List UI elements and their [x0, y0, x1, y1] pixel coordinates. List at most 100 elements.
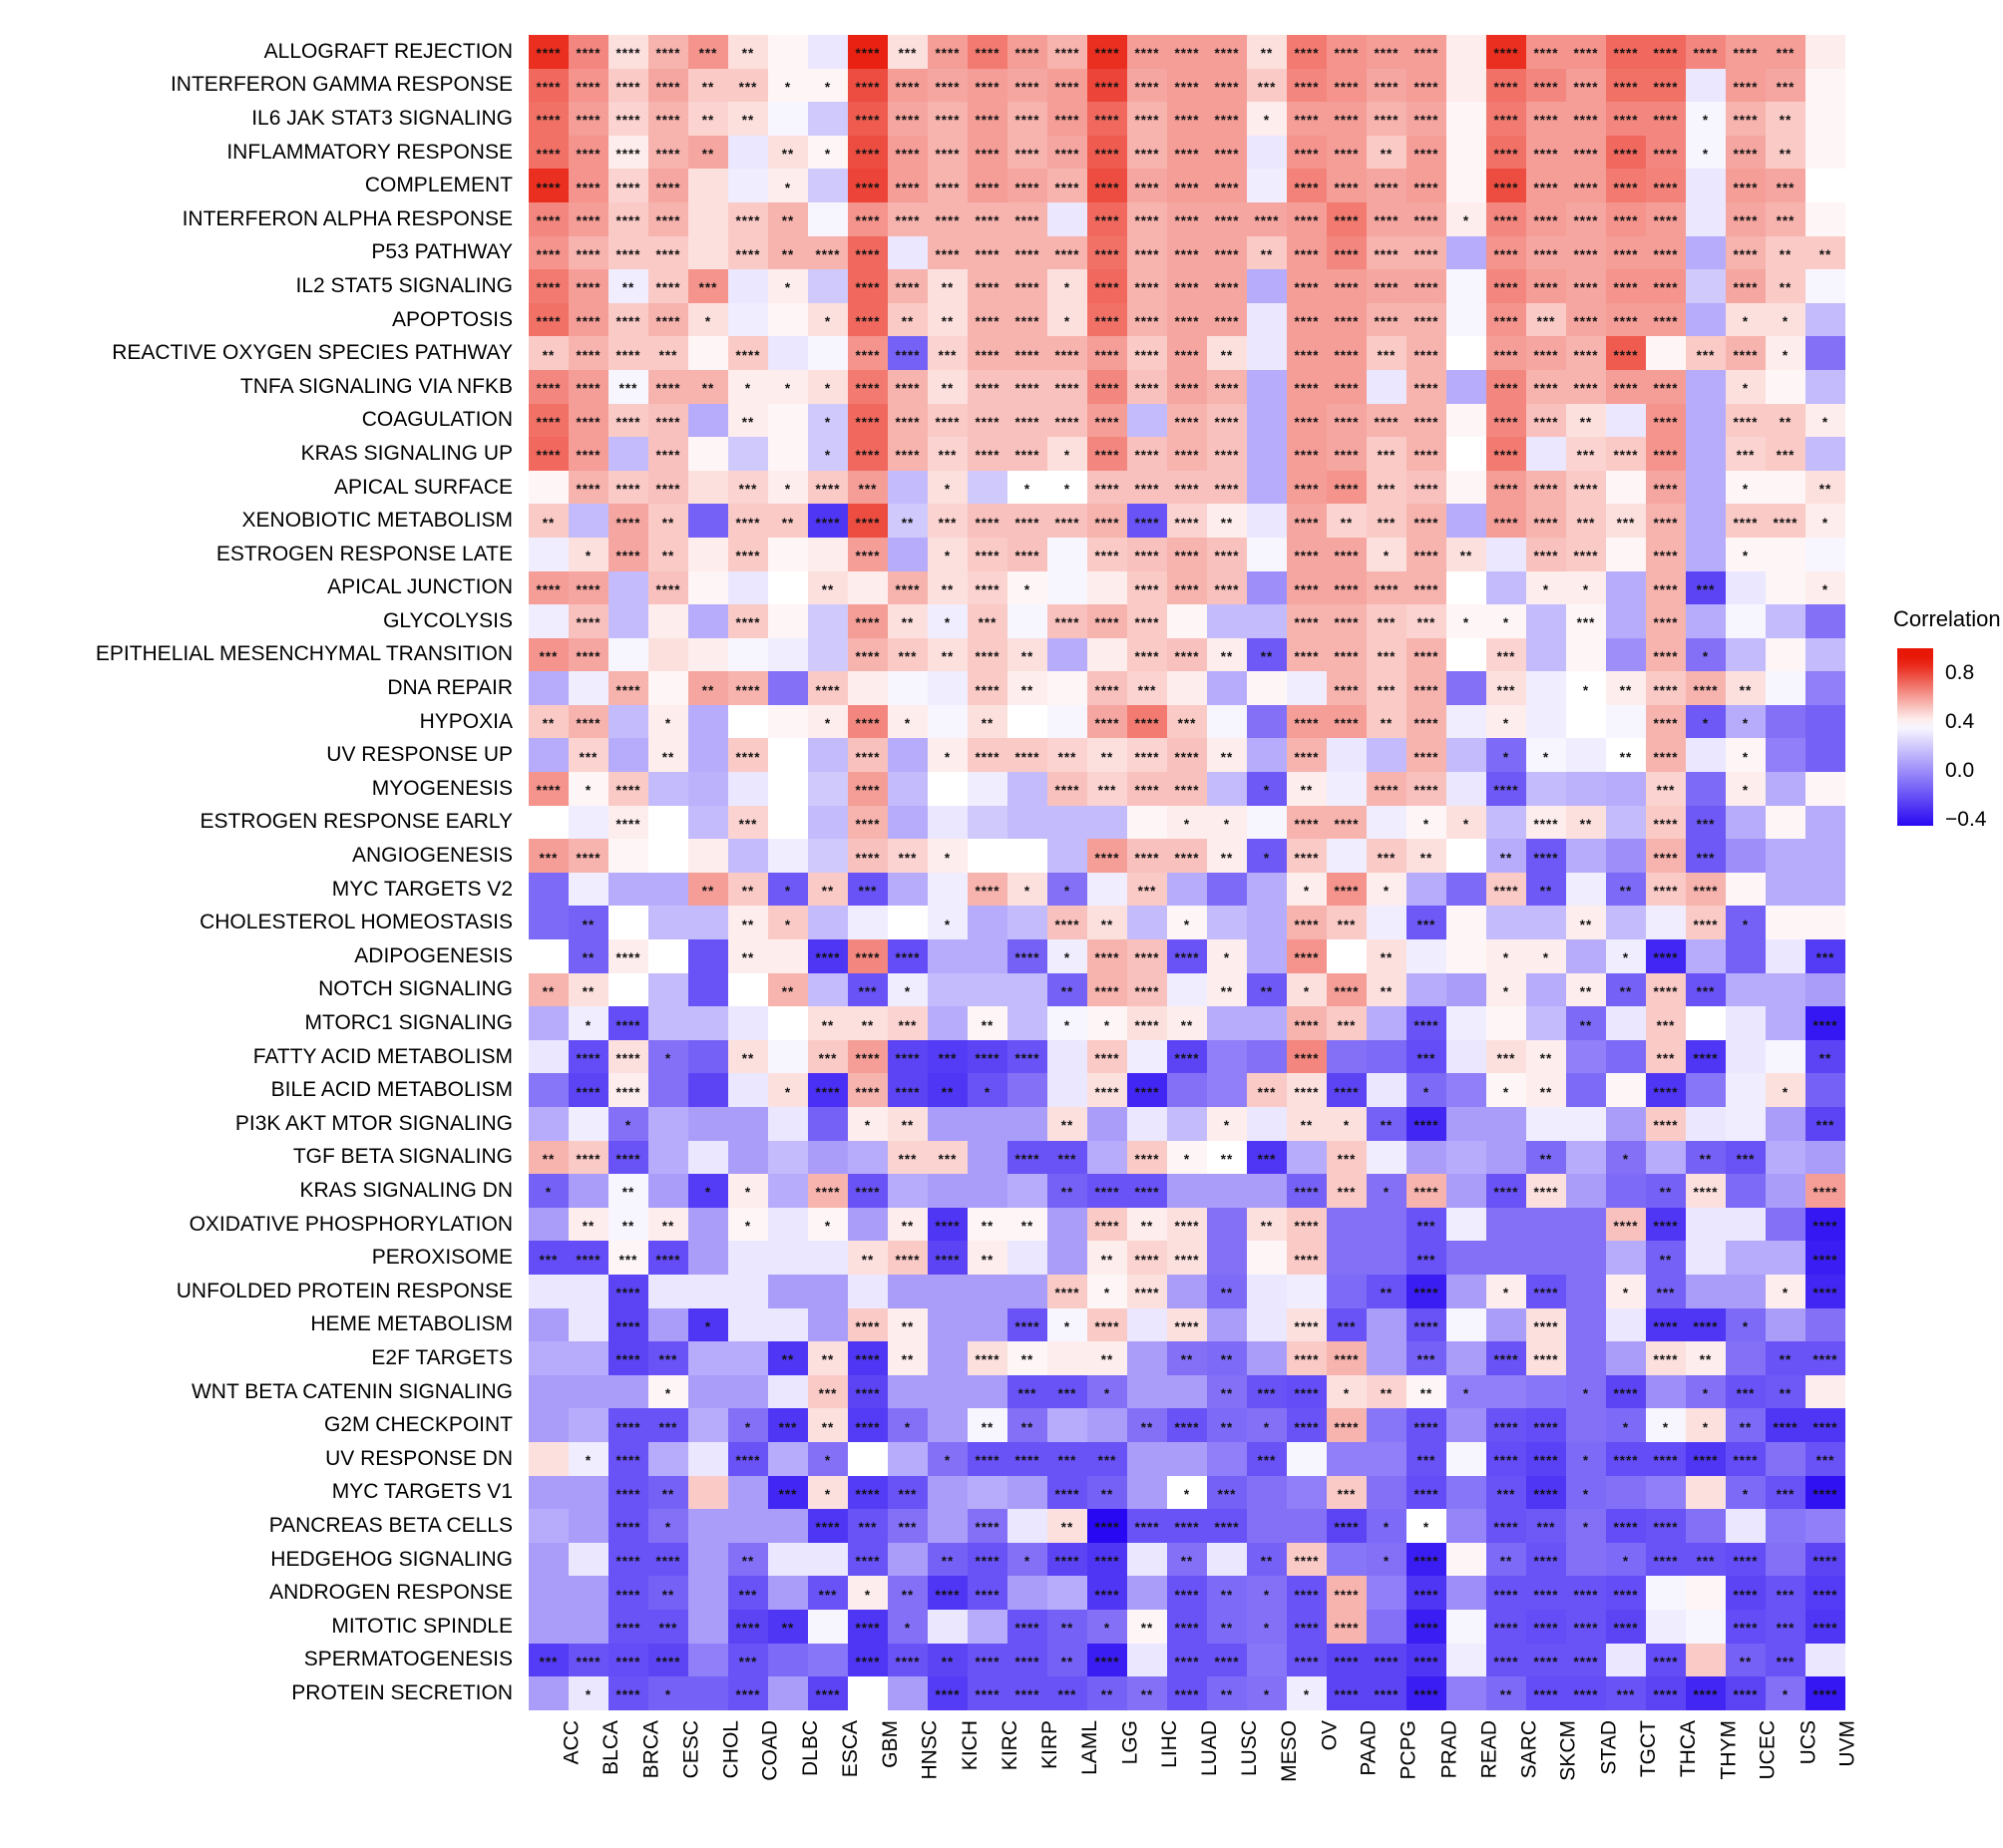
significance-stars: **** — [1653, 1219, 1679, 1235]
heatmap-cell: **** — [1726, 135, 1766, 170]
significance-stars: ** — [901, 1318, 915, 1334]
heatmap-cell: ** — [1207, 336, 1247, 370]
significance-stars: ** — [582, 950, 596, 966]
significance-stars: **** — [855, 1654, 881, 1669]
heatmap-cell — [1766, 738, 1805, 773]
significance-stars: *** — [1217, 1486, 1237, 1502]
heatmap-cell — [1167, 1274, 1207, 1308]
heatmap-cell — [1606, 1341, 1646, 1375]
significance-stars: **** — [1653, 46, 1679, 62]
significance-stars: * — [1622, 1151, 1630, 1167]
heatmap-cell — [968, 906, 1007, 940]
significance-stars: *** — [1257, 1151, 1277, 1167]
heatmap-cell — [569, 1475, 608, 1510]
significance-stars: ** — [1739, 1654, 1753, 1669]
significance-stars: ** — [621, 280, 635, 296]
significance-stars: **** — [576, 113, 601, 129]
heatmap-cell: **** — [1766, 1408, 1805, 1442]
heatmap-cell: **** — [848, 403, 888, 438]
significance-stars: ** — [1140, 1687, 1154, 1703]
heatmap-cell: *** — [1406, 1441, 1446, 1476]
significance-stars: **** — [1094, 1051, 1120, 1067]
significance-stars: **** — [1413, 1687, 1439, 1703]
heatmap-cell: ** — [1207, 1408, 1247, 1442]
significance-stars: **** — [1812, 1687, 1838, 1703]
heatmap-cell: **** — [1646, 35, 1686, 69]
heatmap-cell: **** — [1087, 169, 1127, 202]
heatmap-cell: **** — [888, 1073, 928, 1107]
heatmap-cell: **** — [1606, 235, 1646, 270]
significance-stars: **** — [1334, 1654, 1360, 1669]
significance-stars: **** — [536, 180, 562, 195]
heatmap-cell — [648, 637, 688, 672]
significance-stars: *** — [1377, 850, 1397, 866]
significance-stars: **** — [615, 1051, 641, 1067]
heatmap-cell: **** — [608, 504, 648, 538]
heatmap-cell: *** — [1327, 1006, 1367, 1040]
significance-stars: **** — [935, 1687, 961, 1703]
significance-stars: **** — [1214, 414, 1240, 430]
significance-stars: **** — [1733, 213, 1759, 229]
heatmap-cell: **** — [1127, 504, 1167, 538]
heatmap-cell: **** — [1287, 35, 1327, 69]
column-label-text: UVM — [1836, 1720, 1859, 1767]
heatmap-cell: **** — [1526, 1307, 1566, 1342]
heatmap-cell: **** — [1406, 772, 1446, 806]
significance-stars: **** — [1094, 1554, 1120, 1570]
heatmap-cell: **** — [1167, 369, 1207, 404]
heatmap-cell: **** — [848, 369, 888, 404]
heatmap-cell: *** — [888, 35, 928, 69]
significance-stars: * — [824, 147, 832, 163]
heatmap-cell: **** — [1686, 1441, 1726, 1476]
significance-stars: * — [1782, 347, 1790, 363]
significance-stars: ** — [941, 1654, 955, 1669]
heatmap-cell: *** — [1606, 504, 1646, 538]
heatmap-cell: **** — [1566, 201, 1606, 236]
significance-stars: **** — [1134, 1084, 1160, 1100]
heatmap-cell: **** — [888, 437, 928, 471]
heatmap-cell: **** — [1367, 570, 1406, 605]
significance-stars: **** — [895, 950, 921, 966]
heatmap-cell: ** — [1047, 972, 1087, 1007]
column-label-ov: OV — [1287, 1718, 1341, 1848]
significance-stars: **** — [1134, 448, 1160, 464]
heatmap-cell: **** — [1247, 201, 1287, 236]
significance-stars: **** — [1653, 850, 1679, 866]
heatmap-cell: *** — [728, 1576, 768, 1610]
significance-stars: **** — [1174, 381, 1200, 397]
significance-stars: **** — [1653, 147, 1679, 163]
significance-stars: *** — [658, 347, 678, 363]
heatmap-cell — [1127, 1441, 1167, 1476]
significance-stars: **** — [1413, 448, 1439, 464]
heatmap-cell: **** — [1646, 805, 1686, 840]
heatmap-cell: *** — [1047, 738, 1087, 773]
heatmap-cell — [1127, 1307, 1167, 1342]
significance-stars: ** — [1659, 1252, 1673, 1268]
significance-stars: **** — [735, 515, 761, 531]
heatmap-cell: *** — [1766, 1475, 1805, 1510]
heatmap-cell: **** — [1167, 437, 1207, 471]
heatmap-cell — [688, 1676, 728, 1710]
significance-stars: **** — [1134, 1151, 1160, 1167]
heatmap-cell: **** — [529, 369, 569, 404]
heatmap-cell — [768, 704, 808, 739]
heatmap-cell — [1207, 1207, 1247, 1242]
significance-stars: * — [1782, 314, 1790, 330]
significance-stars: **** — [1653, 648, 1679, 664]
heatmap-cell: *** — [1047, 1441, 1087, 1476]
significance-stars: **** — [935, 113, 961, 129]
heatmap-cell: ** — [648, 537, 688, 571]
significance-stars: * — [1742, 783, 1750, 799]
significance-stars: **** — [1653, 1352, 1679, 1368]
significance-stars: **** — [576, 280, 601, 296]
significance-stars: * — [1263, 1587, 1271, 1603]
heatmap-cell: **** — [1127, 35, 1167, 69]
heatmap-cell — [1606, 1643, 1646, 1677]
heatmap-cell: **** — [968, 1039, 1007, 1074]
significance-stars: **** — [1334, 549, 1360, 564]
heatmap-cell: ** — [1247, 972, 1287, 1007]
significance-stars: **** — [1294, 414, 1320, 430]
heatmap-cell: **** — [1367, 201, 1406, 236]
significance-stars: **** — [1094, 549, 1120, 564]
heatmap-cell — [529, 1676, 569, 1710]
